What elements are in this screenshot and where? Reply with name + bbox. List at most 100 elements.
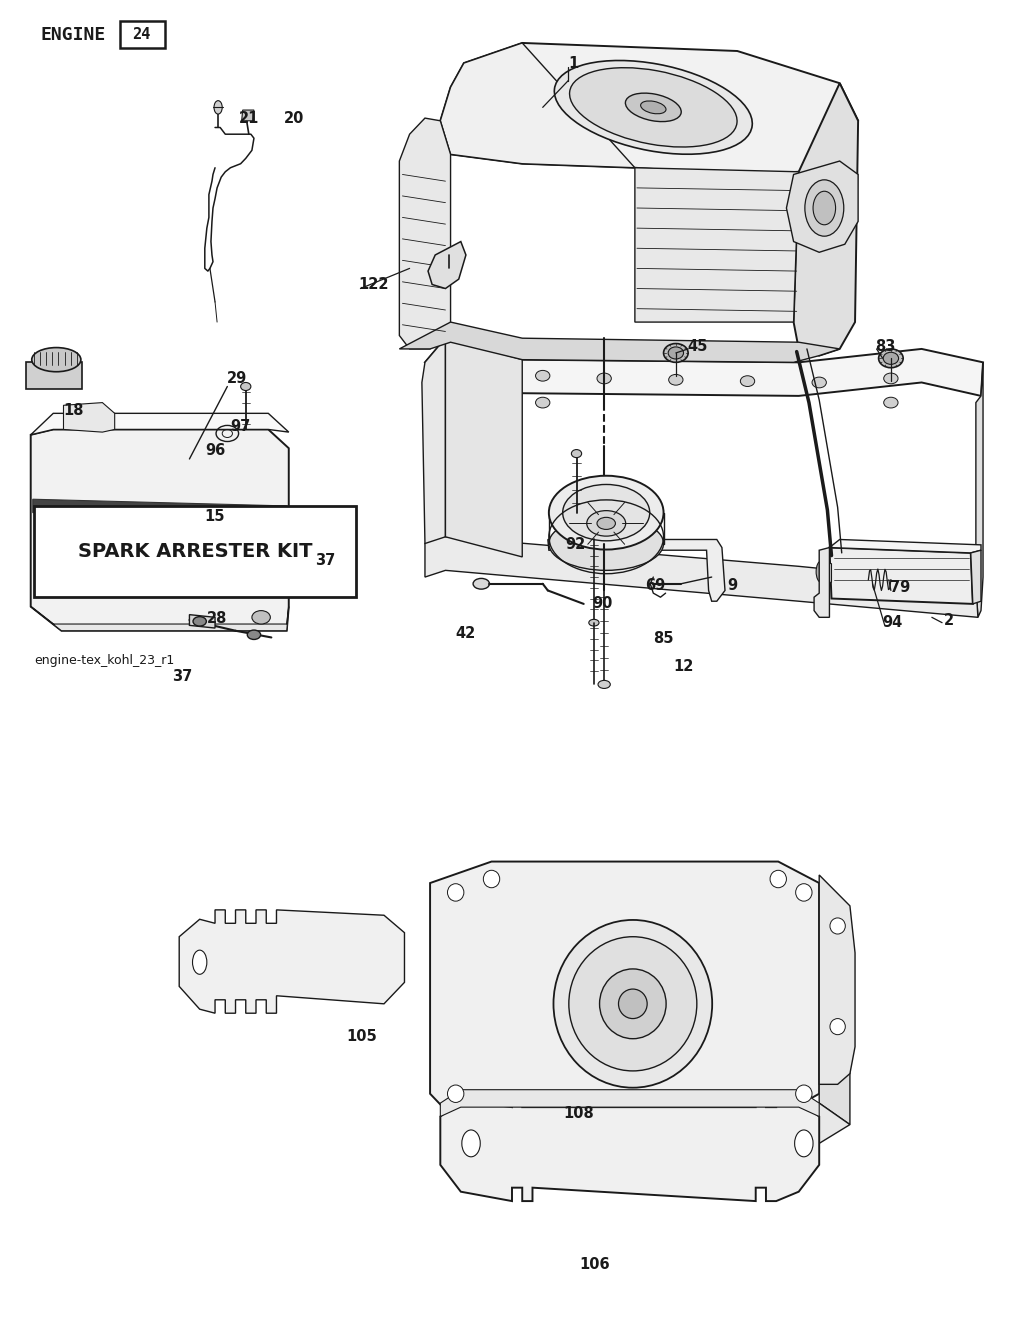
- Ellipse shape: [536, 397, 550, 408]
- Ellipse shape: [879, 349, 903, 368]
- Bar: [120, 21, 165, 48]
- Ellipse shape: [600, 969, 666, 1039]
- Ellipse shape: [248, 629, 260, 639]
- Text: 97: 97: [230, 419, 251, 435]
- Ellipse shape: [589, 620, 599, 625]
- Polygon shape: [814, 548, 829, 617]
- Ellipse shape: [587, 510, 626, 535]
- Polygon shape: [189, 615, 215, 628]
- Ellipse shape: [641, 101, 666, 114]
- Polygon shape: [829, 539, 981, 553]
- Text: 90: 90: [592, 596, 612, 612]
- Text: 20: 20: [284, 110, 304, 126]
- Text: 12: 12: [674, 659, 694, 675]
- Polygon shape: [456, 1103, 850, 1154]
- Text: 79: 79: [890, 580, 910, 596]
- Text: 96: 96: [205, 443, 225, 459]
- Ellipse shape: [473, 578, 489, 589]
- Polygon shape: [786, 161, 858, 252]
- Polygon shape: [31, 429, 289, 631]
- Polygon shape: [399, 118, 451, 349]
- Polygon shape: [31, 607, 289, 631]
- Text: 105: 105: [346, 1028, 377, 1044]
- Text: 24: 24: [132, 27, 151, 43]
- Polygon shape: [440, 1094, 819, 1201]
- Ellipse shape: [884, 397, 898, 408]
- Ellipse shape: [193, 950, 207, 974]
- Polygon shape: [179, 910, 404, 1013]
- Ellipse shape: [626, 93, 681, 122]
- Ellipse shape: [447, 1084, 464, 1103]
- Polygon shape: [428, 242, 466, 289]
- Text: 28: 28: [207, 611, 227, 627]
- Ellipse shape: [796, 1084, 812, 1103]
- Ellipse shape: [812, 377, 826, 388]
- Polygon shape: [819, 562, 831, 582]
- Ellipse shape: [553, 921, 713, 1087]
- Ellipse shape: [770, 871, 786, 888]
- Text: 122: 122: [358, 276, 389, 293]
- Ellipse shape: [883, 352, 899, 364]
- Polygon shape: [26, 362, 82, 389]
- Text: 18: 18: [63, 403, 84, 419]
- Polygon shape: [425, 338, 983, 396]
- Ellipse shape: [829, 1019, 845, 1035]
- Ellipse shape: [796, 883, 812, 902]
- Ellipse shape: [740, 376, 755, 386]
- Ellipse shape: [193, 617, 207, 627]
- Text: 21: 21: [239, 110, 259, 126]
- Polygon shape: [440, 43, 858, 174]
- Ellipse shape: [569, 937, 696, 1071]
- Ellipse shape: [536, 370, 550, 381]
- Ellipse shape: [252, 611, 270, 624]
- Ellipse shape: [571, 450, 582, 458]
- Text: 108: 108: [563, 1106, 594, 1122]
- Ellipse shape: [241, 382, 251, 391]
- Ellipse shape: [795, 1130, 813, 1157]
- Ellipse shape: [549, 476, 664, 550]
- Ellipse shape: [597, 373, 611, 384]
- Text: 69: 69: [645, 577, 666, 593]
- Text: 37: 37: [172, 668, 193, 684]
- Ellipse shape: [813, 191, 836, 225]
- Ellipse shape: [569, 67, 737, 148]
- Text: 106: 106: [580, 1256, 610, 1272]
- Polygon shape: [242, 110, 254, 121]
- Ellipse shape: [884, 373, 898, 384]
- Polygon shape: [422, 338, 445, 564]
- Polygon shape: [33, 499, 287, 519]
- Ellipse shape: [805, 180, 844, 236]
- Text: 94: 94: [883, 615, 903, 631]
- Ellipse shape: [598, 680, 610, 688]
- Polygon shape: [425, 537, 978, 617]
- Polygon shape: [971, 550, 981, 604]
- Ellipse shape: [597, 517, 615, 529]
- Text: SPARK ARRESTER KIT: SPARK ARRESTER KIT: [78, 542, 312, 561]
- Bar: [34, 506, 356, 597]
- Polygon shape: [819, 883, 850, 1125]
- Ellipse shape: [462, 1130, 480, 1157]
- Polygon shape: [399, 322, 840, 362]
- Ellipse shape: [669, 374, 683, 385]
- Text: 83: 83: [876, 338, 896, 354]
- Polygon shape: [829, 548, 973, 604]
- Ellipse shape: [816, 561, 826, 582]
- Polygon shape: [976, 362, 983, 617]
- Ellipse shape: [829, 918, 845, 934]
- Polygon shape: [430, 862, 819, 1130]
- Text: ENGINE: ENGINE: [41, 25, 106, 44]
- Ellipse shape: [669, 348, 684, 358]
- Polygon shape: [819, 875, 855, 1084]
- Ellipse shape: [563, 484, 650, 541]
- Ellipse shape: [618, 989, 647, 1019]
- Polygon shape: [635, 168, 799, 322]
- Ellipse shape: [447, 883, 464, 902]
- Text: 1: 1: [568, 55, 579, 71]
- Ellipse shape: [483, 871, 500, 888]
- Ellipse shape: [549, 517, 664, 570]
- Polygon shape: [440, 1090, 819, 1117]
- Polygon shape: [445, 338, 522, 557]
- Ellipse shape: [32, 348, 81, 372]
- Text: 85: 85: [653, 631, 674, 647]
- Polygon shape: [548, 539, 725, 601]
